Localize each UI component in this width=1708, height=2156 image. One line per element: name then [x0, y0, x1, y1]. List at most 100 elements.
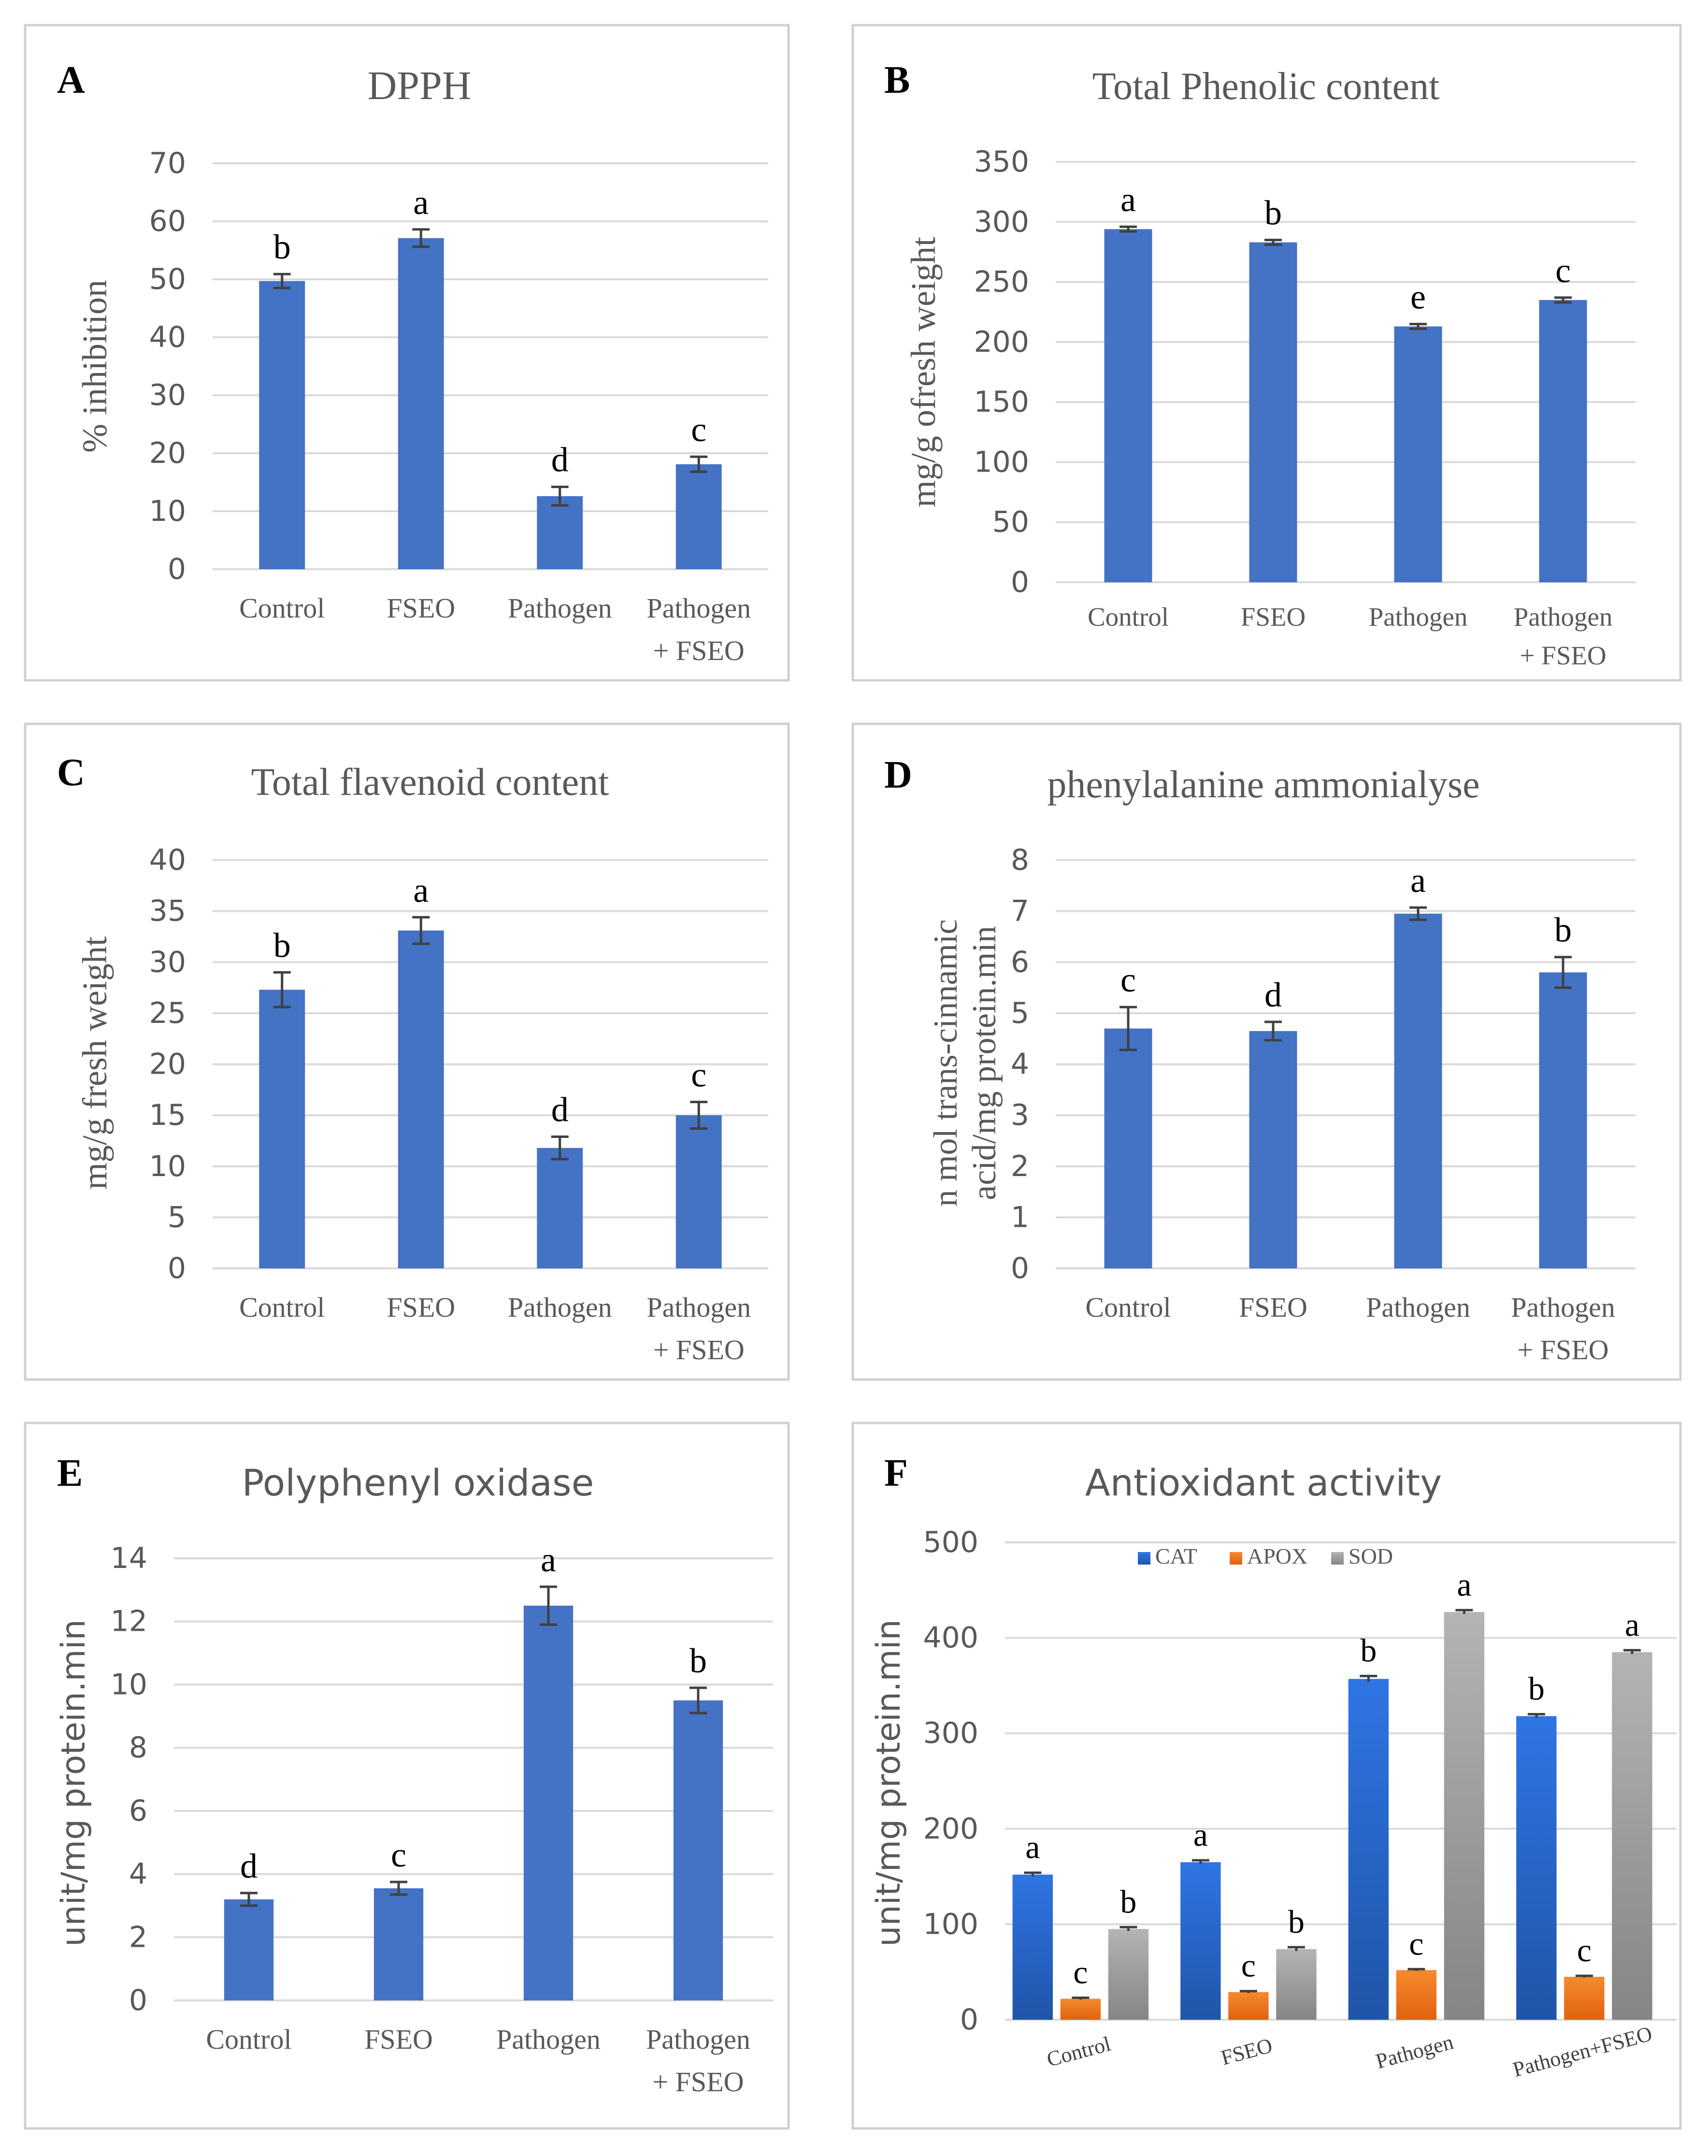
chart-title: phenylalanine ammonialyse [1047, 763, 1479, 806]
y-tick-label: 15 [149, 1098, 186, 1132]
bar-cat [1180, 1862, 1221, 2020]
significance-letter: d [551, 441, 569, 479]
y-axis-label: unit/mg protein.min [870, 1619, 908, 1946]
significance-letter: c [1409, 1925, 1423, 1962]
significance-letter: a [413, 871, 429, 909]
significance-letter: e [1410, 278, 1426, 316]
significance-letter: c [691, 1056, 706, 1094]
y-tick-label: 10 [149, 494, 186, 528]
significance-letter: c [1555, 251, 1571, 290]
bar [1249, 1031, 1297, 1268]
legend-swatch [1331, 1552, 1344, 1565]
y-tick-label: 500 [923, 1525, 978, 1559]
significance-letter: a [1025, 1829, 1040, 1866]
y-tick-label: 6 [129, 1794, 147, 1828]
bar-apox [1060, 1998, 1101, 2020]
y-tick-label: 40 [149, 320, 186, 354]
bar-sod [1108, 1929, 1149, 2020]
x-tick-label: Pathogen [508, 1292, 612, 1323]
y-tick-label: 5 [1011, 996, 1029, 1030]
legend-item-apox: APOX [1230, 1544, 1307, 1568]
bar [537, 496, 583, 569]
y-tick-label: 5 [168, 1200, 186, 1234]
panel-letter: A [57, 59, 85, 101]
x-tick-label: Pathogen [1366, 1292, 1470, 1323]
bar [259, 990, 305, 1268]
x-tick-label: Pathogen + FSEO [646, 592, 751, 666]
y-axis-label-group: mg/g ofresh weight [904, 237, 943, 507]
bar-apox [1564, 1977, 1605, 2020]
significance-letter: a [1625, 1606, 1639, 1643]
bar-sod [1612, 1652, 1652, 2020]
y-tick-label: 2 [129, 1920, 147, 1954]
x-tick-label: FSEO [1239, 1292, 1307, 1323]
y-tick-label: 200 [974, 325, 1029, 359]
legend-item-sod: SOD [1331, 1544, 1393, 1568]
significance-letter: a [1193, 1816, 1208, 1853]
x-tick-label: Pathogen + FSEO [1514, 602, 1613, 670]
significance-letter: b [1554, 911, 1572, 949]
chart-panel-e: E Polyphenyl oxidase 0 2 4 6 8 10 12 14 unit/mg pr… [24, 1422, 790, 2130]
bar [523, 1606, 574, 2000]
chart-title: Polyphenyl oxidase [242, 1461, 594, 1504]
y-tick-label: 300 [974, 205, 1029, 239]
bar [1104, 1028, 1152, 1268]
y-tick-label: 200 [923, 1812, 978, 1846]
significance-letter: c [391, 1836, 406, 1874]
y-tick-label: 25 [149, 996, 186, 1030]
legend-label: APOX [1247, 1544, 1307, 1568]
y-tick-label: 70 [149, 146, 186, 180]
x-tick-label: Control [239, 1292, 325, 1323]
y-tick-label: 0 [168, 1251, 186, 1285]
y-tick-label: 20 [149, 1048, 186, 1081]
y-tick-label: 7 [1011, 894, 1029, 928]
bar-sod [1444, 1612, 1485, 2020]
y-tick-label: 250 [974, 265, 1029, 299]
y-tick-label: 4 [1011, 1048, 1029, 1081]
y-tick-label: 60 [149, 204, 186, 238]
significance-letter: a [1457, 1566, 1471, 1603]
y-tick-label: 4 [129, 1857, 147, 1891]
significance-letter: b [689, 1641, 707, 1680]
significance-letter: c [1241, 1947, 1256, 1984]
y-tick-label: 0 [1011, 1251, 1029, 1285]
legend-swatch [1138, 1552, 1150, 1565]
chart-title: Total flavenoid content [251, 761, 609, 804]
y-tick-label: 14 [111, 1541, 147, 1575]
bar-sod [1276, 1949, 1317, 2020]
y-tick-label: 0 [129, 1984, 147, 2017]
y-axis-label-group: % inhibition [75, 280, 114, 453]
bar [1394, 326, 1442, 582]
significance-letter: c [1577, 1932, 1592, 1969]
y-tick-label: 1 [1011, 1200, 1029, 1234]
x-tick-label: Control [1088, 602, 1169, 632]
y-tick-label: 10 [111, 1667, 147, 1701]
bar-cat [1012, 1874, 1053, 2020]
panel-frame [24, 1422, 790, 2130]
bar [1539, 972, 1587, 1268]
x-tick-label: Control [206, 2024, 291, 2055]
x-tick-label: Pathogen + FSEO [646, 2024, 750, 2098]
bar [1249, 242, 1297, 582]
y-tick-label: 0 [960, 2003, 978, 2037]
significance-letter: d [551, 1090, 569, 1129]
x-tick-label: Control [239, 592, 325, 624]
y-tick-label: 35 [149, 894, 186, 928]
significance-letter: b [1264, 194, 1282, 232]
chart-panel-c: C Total flavenoid content 0 5 10 15 20 25 30 35 40… [24, 722, 790, 1381]
bar-cat [1516, 1716, 1557, 2020]
chart-title: Antioxidant activity [1085, 1461, 1442, 1504]
y-tick-label: 50 [149, 262, 186, 296]
x-tick-label: Control [1085, 1292, 1171, 1323]
bar [259, 281, 305, 569]
y-tick-label: 20 [149, 436, 186, 470]
chart-panel-f: F Antioxidant activity 0 100 200 300 400 500 uni… [851, 1422, 1682, 2130]
significance-letter: d [1264, 976, 1282, 1014]
y-tick-label: 30 [149, 945, 186, 979]
y-axis-label: mg/g ofresh weight [904, 237, 943, 507]
x-tick-label: Pathogen [1369, 602, 1468, 632]
bar [1539, 300, 1587, 582]
legend-label: SOD [1349, 1544, 1393, 1568]
y-tick-label: 40 [149, 843, 186, 877]
